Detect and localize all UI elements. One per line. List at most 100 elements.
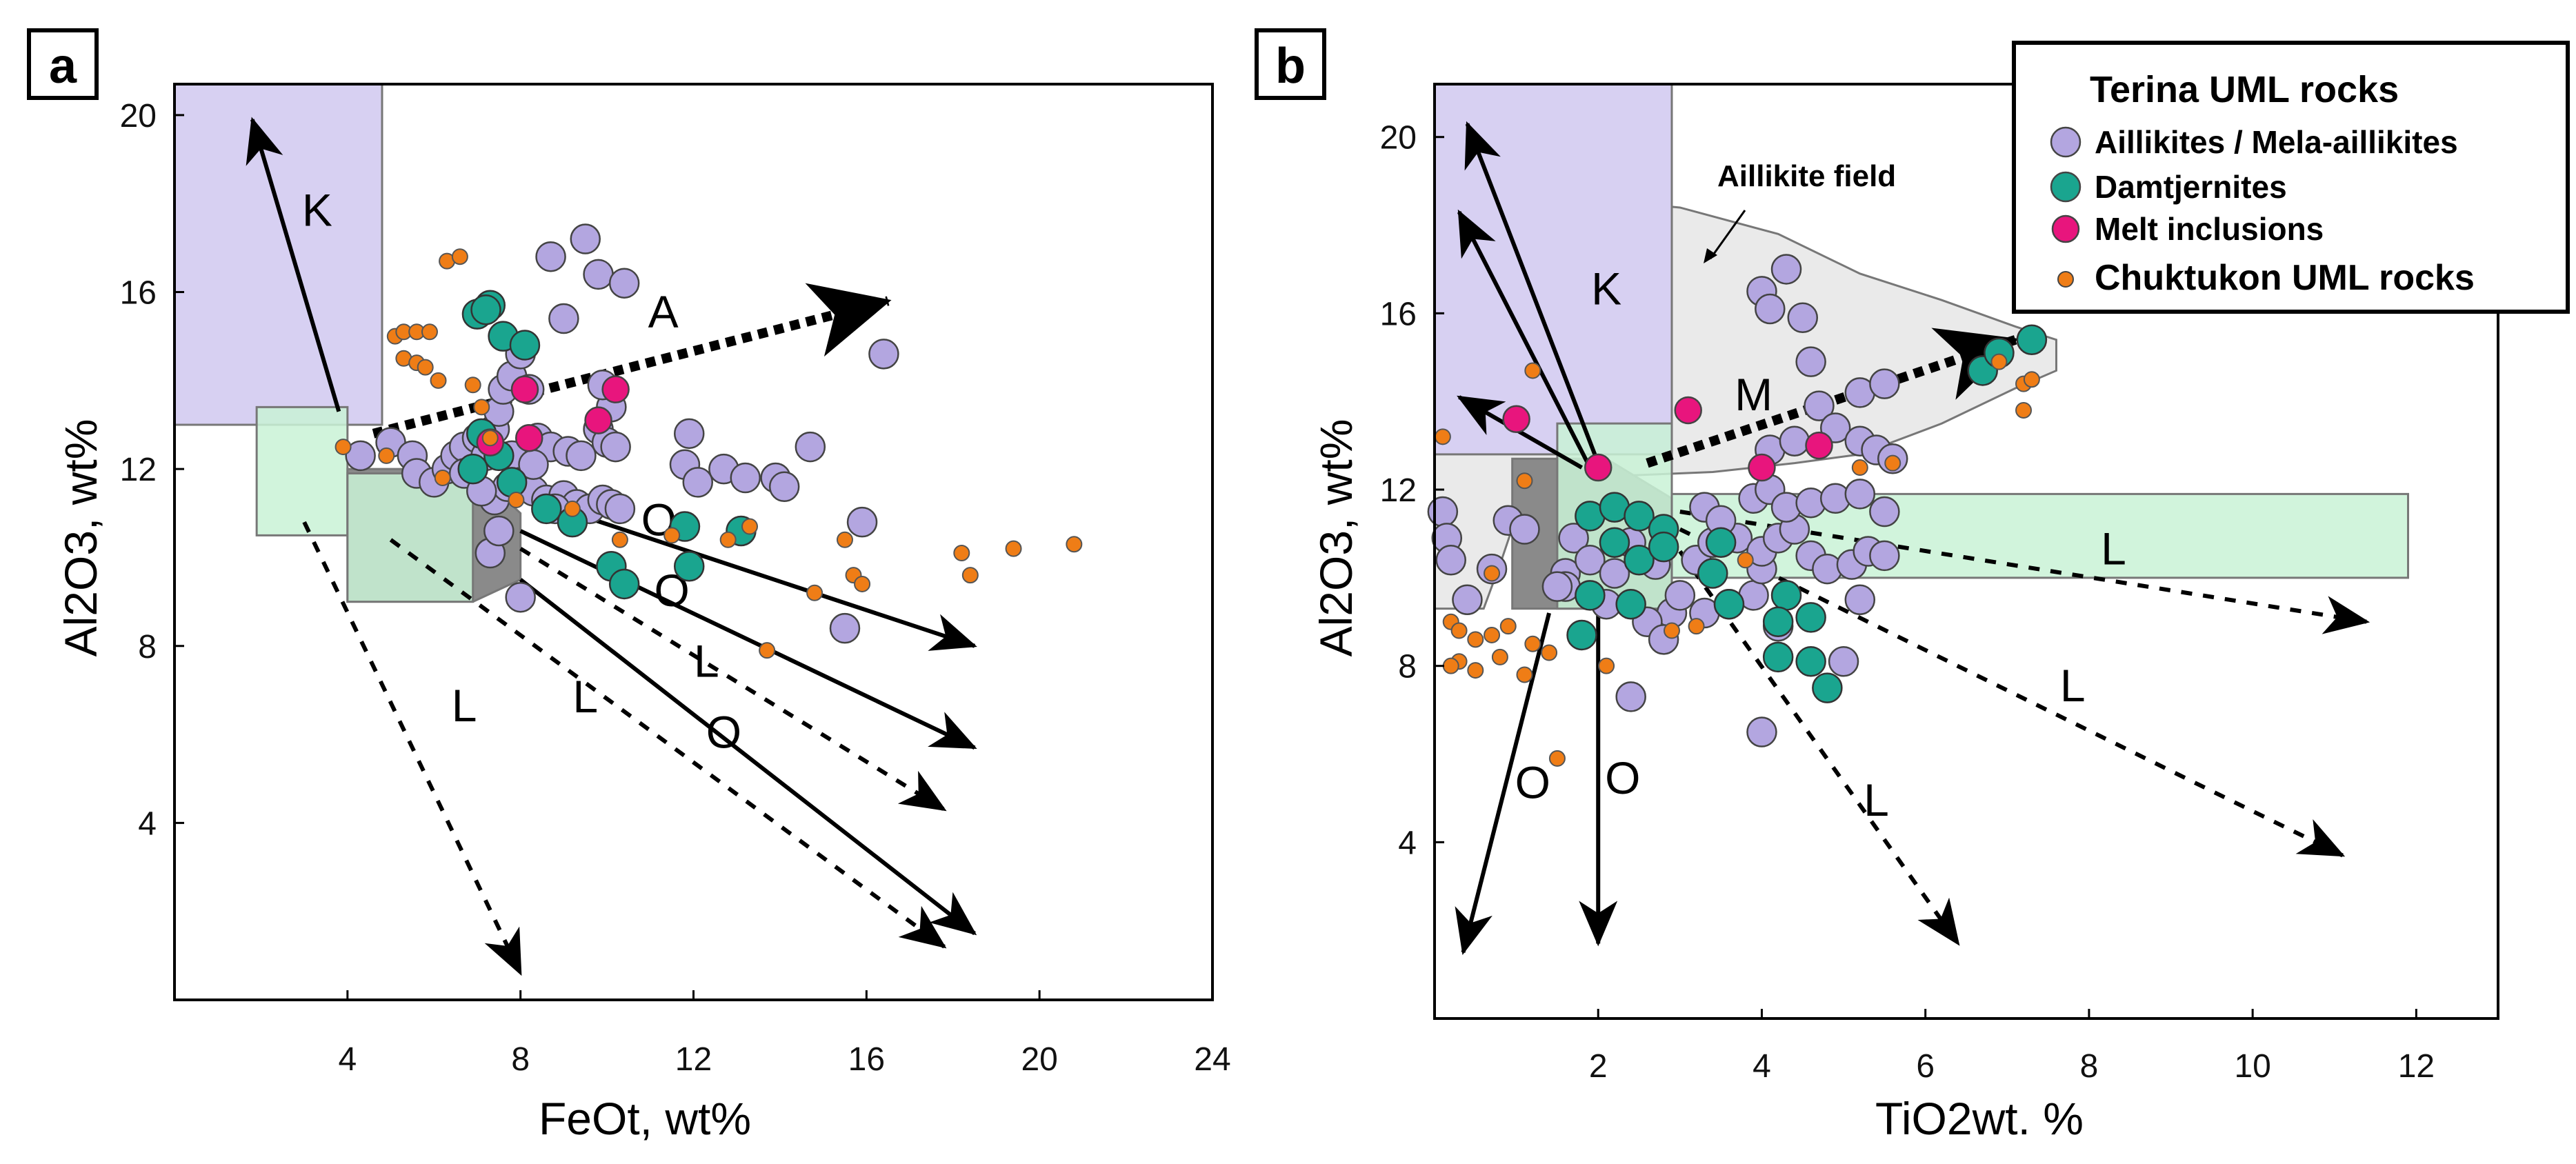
legend-marker-melt [2051,214,2080,243]
b-vector-label-L-5: L [2060,660,2086,711]
a-vector-L-5 [519,547,947,812]
a-y-tick-label-16: 16 [120,275,157,312]
a-point-aillikite-47 [795,431,826,463]
a-vector-label-K-0: K [302,184,332,235]
a-point-chukt-3 [421,323,438,341]
y-axis-label-b: Al2O3, wt% [1310,419,1361,657]
b-point-aillikite-51 [1787,302,1819,333]
a-point-melt-3 [515,423,543,452]
b-point-aillikite-39 [1844,479,1876,510]
b-point-aillikite-10 [1599,558,1630,589]
y-axis-label-a: Al2O3, wt% [55,419,106,657]
a-vector-L-6 [389,538,947,949]
b-point-melt-3 [1748,453,1776,482]
b-point-damtjernite-5 [1624,545,1655,576]
b-point-aillikite-56 [1844,584,1876,616]
b-point-aillikite-54 [1869,368,1900,399]
a-point-aillikite-44 [730,462,761,494]
b-point-chukt-11 [1491,648,1508,665]
b-point-chukt-15 [1688,618,1705,635]
b-point-damtjernite-2 [1624,501,1655,532]
legend-label-aillikite: Aillikites / Mela-aillikites [2095,124,2458,160]
legend-entry-aillikite: Aillikites / Mela-aillikites [2050,124,2458,160]
a-point-aillikite-49 [829,612,861,644]
a-point-damtjernite-2 [470,294,501,325]
a-point-chukt-20 [719,531,737,548]
b-point-chukt-9 [1467,662,1484,679]
a-x-tick-label-20: 20 [1021,1041,1057,1078]
a-y-tick-label-20: 20 [120,98,157,134]
a-point-chukt-9 [451,248,468,265]
b-point-chukt-18 [1524,362,1541,379]
a-point-aillikite-46 [768,471,800,503]
a-point-chukt-30 [759,642,776,659]
a-point-aillikite-35 [548,303,579,334]
legend-box [2012,41,2570,314]
b-point-melt-2 [1674,396,1702,425]
b-point-aillikite-42 [1779,425,1810,456]
b-point-melt-4 [1805,431,1833,460]
a-point-chukt-28 [1005,540,1022,557]
a-point-damtjernite-5 [457,453,488,485]
a-point-chukt-29 [1066,536,1083,553]
a-point-aillikite-37 [570,223,601,254]
a-point-chukt-16 [508,492,525,509]
a-point-chukt-7 [430,372,447,389]
legend-title: Terina UML rocks [2090,69,2399,110]
b-point-aillikite-58 [1615,681,1646,712]
b-y-tick-label-4: 4 [1398,825,1417,861]
a-point-aillikite-55 [505,581,536,613]
b-point-chukt-6 [1524,635,1541,652]
a-y-tick-label-8: 8 [138,629,157,665]
b-point-damtjernite-13 [1762,606,1794,638]
a-point-damtjernite-11 [608,568,640,600]
b-point-aillikite-60 [1541,571,1573,602]
b-point-chukt-26 [1484,565,1501,582]
a-x-tick-label-12: 12 [675,1041,712,1078]
b-point-aillikite-43 [1804,390,1835,421]
a-point-aillikite-39 [608,268,640,299]
a-vector-K-0 [246,117,341,412]
b-point-chukt-7 [1541,644,1558,661]
b-vector-K-0 [1464,121,1601,464]
b-point-damtjernite-9 [1575,580,1606,611]
b-point-chukt-4 [1484,626,1501,643]
panel-label-box-b [1255,28,1326,100]
a-point-chukt-27 [961,567,979,584]
legend-marker-damtjernite [2050,171,2081,203]
legend-marker-aillikite [2050,126,2081,158]
legend-marker-chuktukon [2057,271,2074,288]
plot-frame-b [1433,83,2499,1020]
b-point-damtjernite-14 [1795,602,1826,633]
a-green-field [255,405,349,536]
a-k-field [173,83,383,426]
a-point-chukt-12 [481,430,499,447]
a-point-aillikite-40 [673,418,705,450]
a-point-chukt-22 [806,584,823,601]
a-point-chukt-26 [953,545,970,562]
b-vector-L-6 [1678,550,1960,946]
a-vector-label-O-4: O [706,706,741,757]
b-point-chukt-22 [1990,353,2008,370]
b-y-tick-label-12: 12 [1380,472,1417,509]
b-point-aillikite-55 [1746,716,1777,747]
legend-entry-melt: Melt inclusions [2051,211,2324,247]
a-vector-label-L-5: L [694,636,719,687]
b-x-tick-label-4: 4 [1753,1048,1771,1085]
b-point-damtjernite-7 [1705,527,1737,558]
b-point-chukt-16 [1548,750,1566,767]
a-point-damtjernite-8 [531,493,562,525]
b-point-chukt-24 [2023,371,2040,388]
b-x-tick-label-6: 6 [1916,1048,1935,1085]
a-point-chukt-18 [611,531,628,548]
b-vector-label-M-3: M [1735,369,1773,420]
b-point-damtjernite-15 [1762,641,1794,673]
aillikite-field-pointer [1709,210,1746,259]
a-point-chukt-21 [741,518,759,535]
b-point-chukt-3 [1467,631,1484,648]
b-point-aillikite-61 [1452,584,1483,616]
legend-label-damtjernite: Damtjernites [2095,169,2287,205]
b-vector-label-O-7: O [1515,756,1550,807]
b-point-aillikite-16 [1664,580,1696,611]
